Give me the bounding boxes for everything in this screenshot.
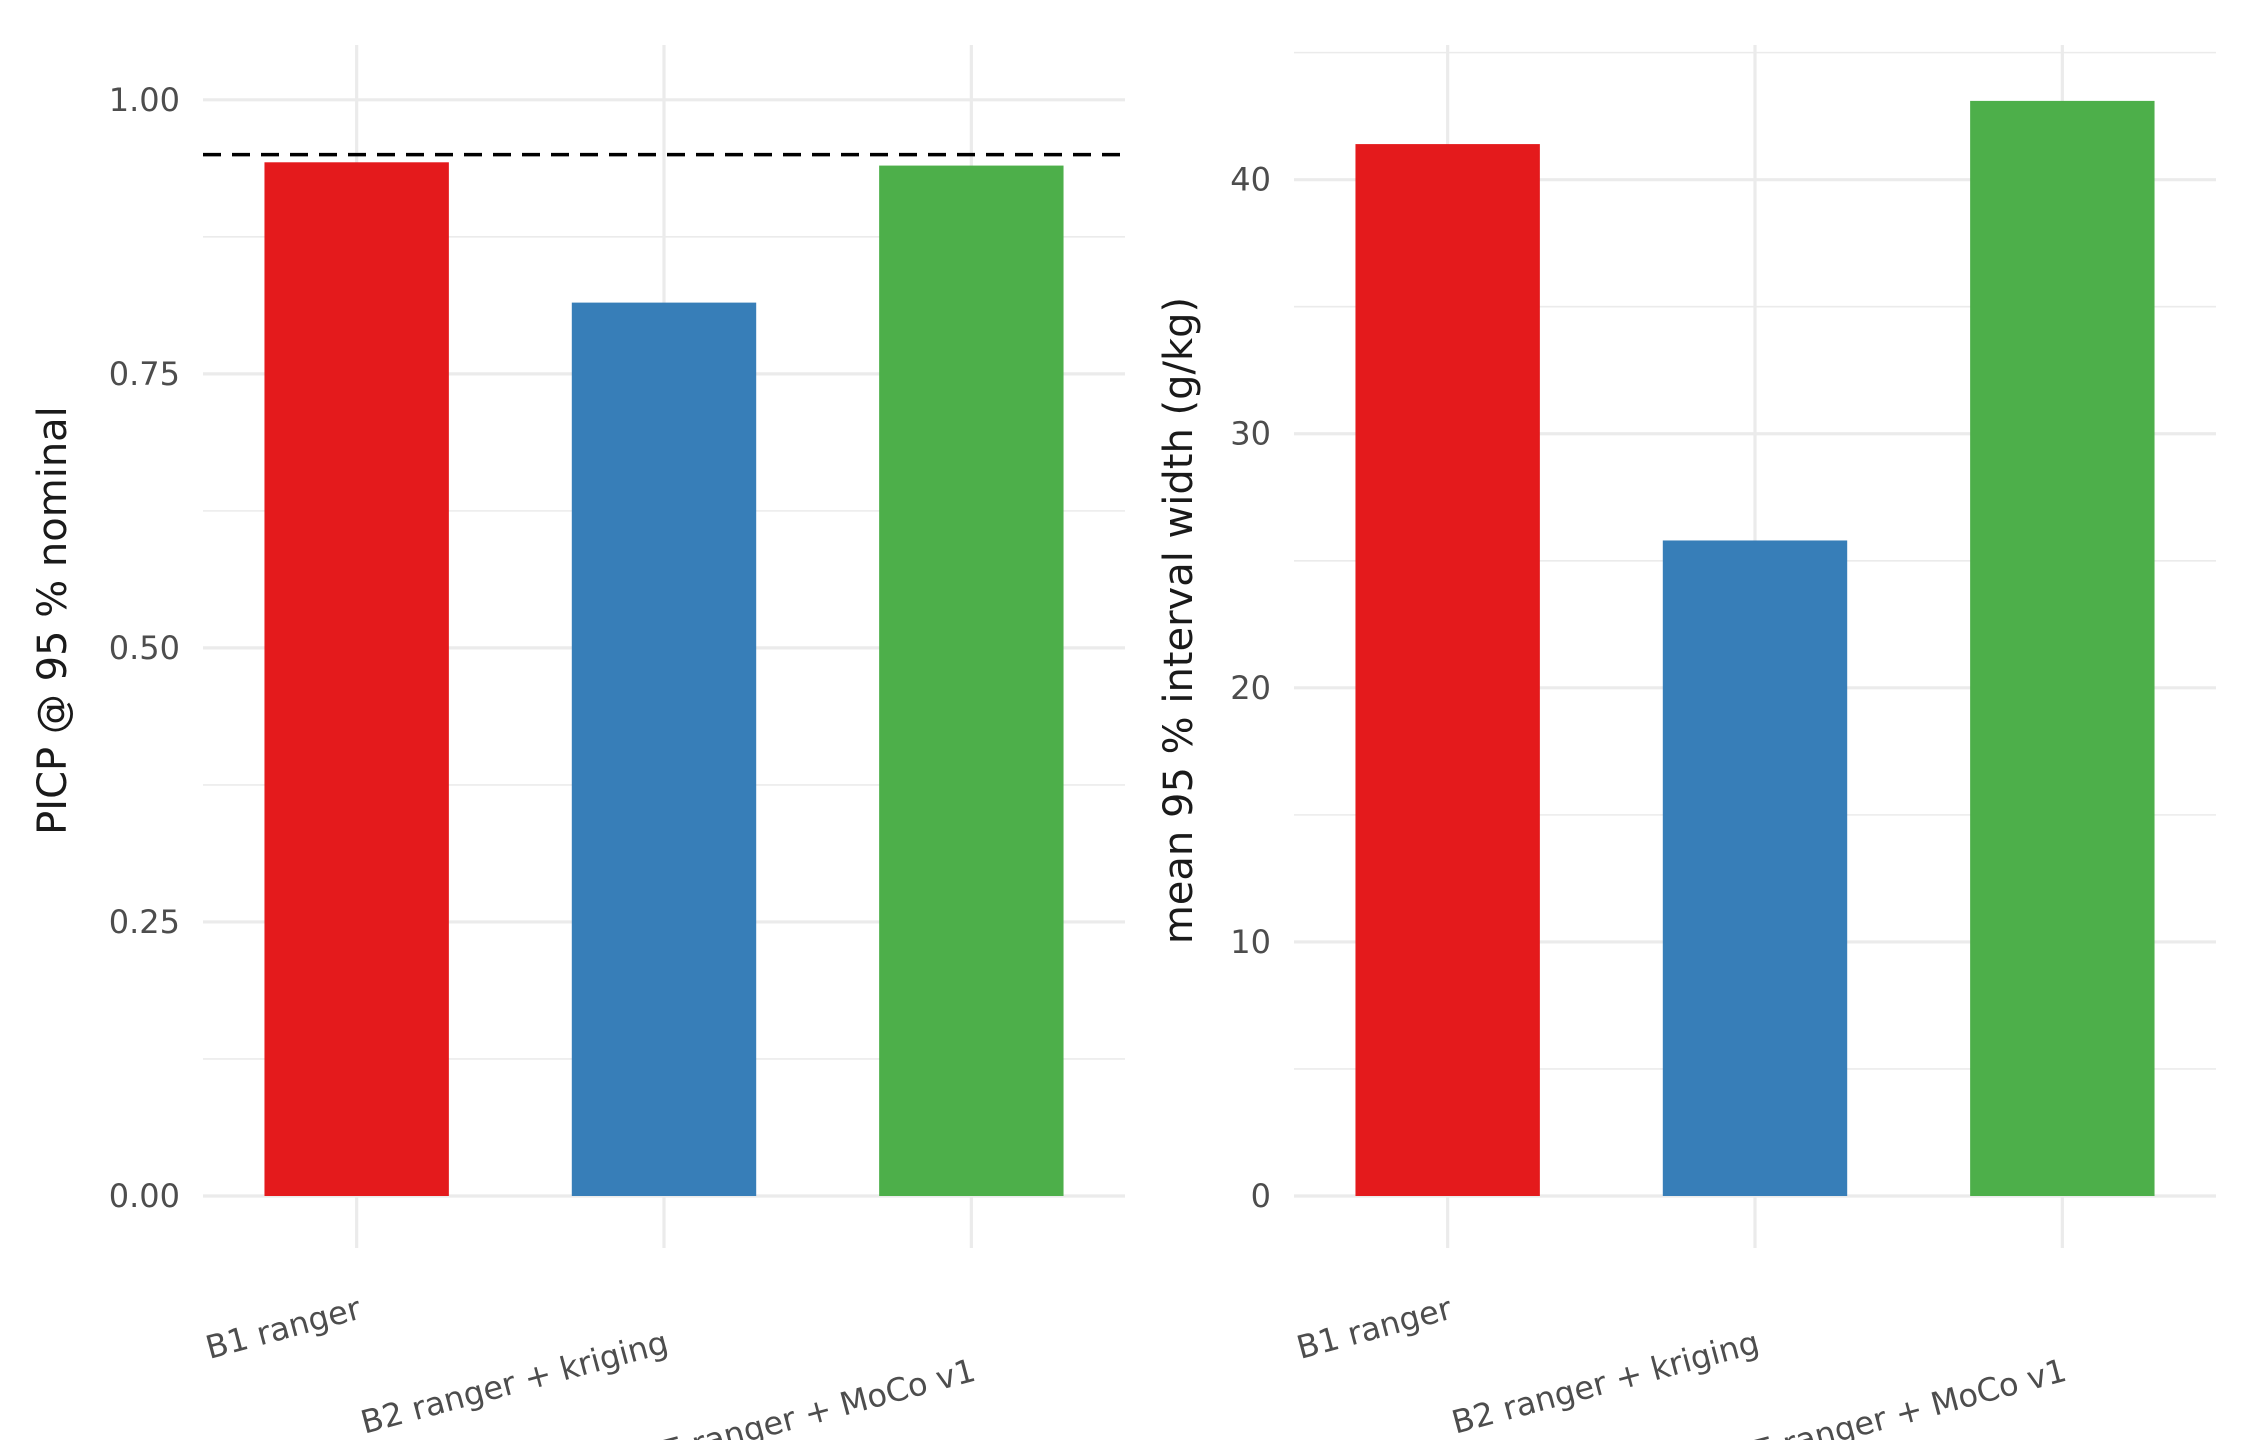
bar-3 xyxy=(1970,100,2155,1197)
y-tick-label: 0.50 xyxy=(109,629,180,667)
y-tick-label: 0.75 xyxy=(109,355,180,393)
y-tick-label: 40 xyxy=(1230,161,1271,199)
bar-1 xyxy=(264,162,449,1197)
bar-2 xyxy=(1662,540,1848,1196)
bar-3 xyxy=(879,165,1064,1197)
y-tick-label: 0.00 xyxy=(109,1177,180,1215)
y-axis-title: PICP @ 95 % nominal xyxy=(30,406,76,835)
y-tick-label: 30 xyxy=(1230,415,1271,453)
y-tick-label: 0 xyxy=(1251,1177,1271,1215)
bar-1 xyxy=(1355,144,1540,1196)
y-axis-title: mean 95 % interval width (g/kg) xyxy=(1156,297,1202,944)
y-tick-label: 10 xyxy=(1230,923,1271,961)
y-tick-label: 0.25 xyxy=(109,903,180,941)
bar-2 xyxy=(571,302,757,1197)
y-tick-label: 1.00 xyxy=(109,81,180,119)
y-tick-label: 20 xyxy=(1230,669,1271,707)
